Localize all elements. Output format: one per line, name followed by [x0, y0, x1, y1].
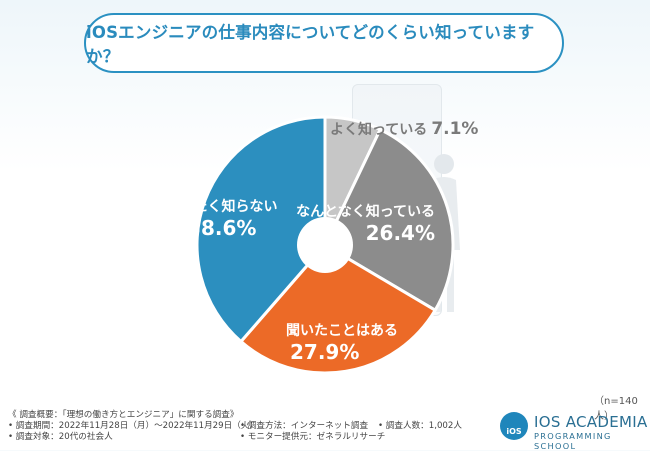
survey-method: • 調査方法：インターネット調査 — [240, 421, 369, 431]
slice-label-heard-of: 聞いたことはある 27.9% — [286, 320, 398, 364]
survey-target: • 調査対象：20代の社会人 — [8, 432, 113, 442]
slice-value-somewhat-known: 26.4% — [365, 221, 435, 245]
survey-period: • 調査期間：2022年11月28日（月）～2022年11月29日（火） — [8, 421, 258, 431]
slice-category-somewhat-known: なんとなく知っている — [296, 204, 435, 220]
slice-somewhat-known — [323, 127, 455, 313]
logo-mark-icon: iOS — [500, 412, 528, 440]
survey-notes-heading: 《 調査概要：「理想の働き方とエンジニア」に関する調査》 — [8, 410, 239, 420]
slice-value-not-known: 38.6% — [187, 216, 257, 240]
sample-size: （n=140人） — [594, 396, 638, 422]
slice-value-well-known: 7.1% — [431, 119, 479, 139]
slice-category-heard-of: 聞いたことはある — [286, 323, 398, 339]
slice-category-well-known: よく知っている — [330, 122, 428, 138]
slice-label-well-known: よく知っている 7.1% — [330, 119, 478, 139]
question-title: iOSエンジニアの仕事内容についてどのくらい知っていますか？ — [84, 13, 564, 73]
slice-label-not-known: まったく知らない 38.6% — [166, 196, 277, 240]
question-title-text: iOSエンジニアの仕事内容についてどのくらい知っていますか？ — [86, 23, 535, 66]
ios-academia-logo: iOS IOS ACADEMIA PROGRAMMING SCHOOL — [500, 412, 650, 451]
logo-title: IOS ACADEMIA — [534, 413, 648, 431]
survey-count: • 調査人数：1,002人 — [378, 421, 462, 431]
slice-heard-of — [238, 243, 438, 375]
slice-category-not-known: まったく知らない — [166, 199, 278, 215]
survey-notes: 《 調査概要：「理想の働き方とエンジニア」に関する調査》 • 調査期間：2022… — [8, 410, 478, 443]
survey-provider: • モニター提供元：ゼネラルリサーチ — [240, 432, 386, 442]
logo-subtitle: PROGRAMMING SCHOOL — [534, 431, 612, 451]
slice-not-known — [195, 115, 327, 344]
slice-value-heard-of: 27.9% — [290, 340, 360, 364]
pie-center-hole — [297, 217, 353, 273]
slice-label-somewhat-known: なんとなく知っている 26.4% — [296, 201, 435, 245]
